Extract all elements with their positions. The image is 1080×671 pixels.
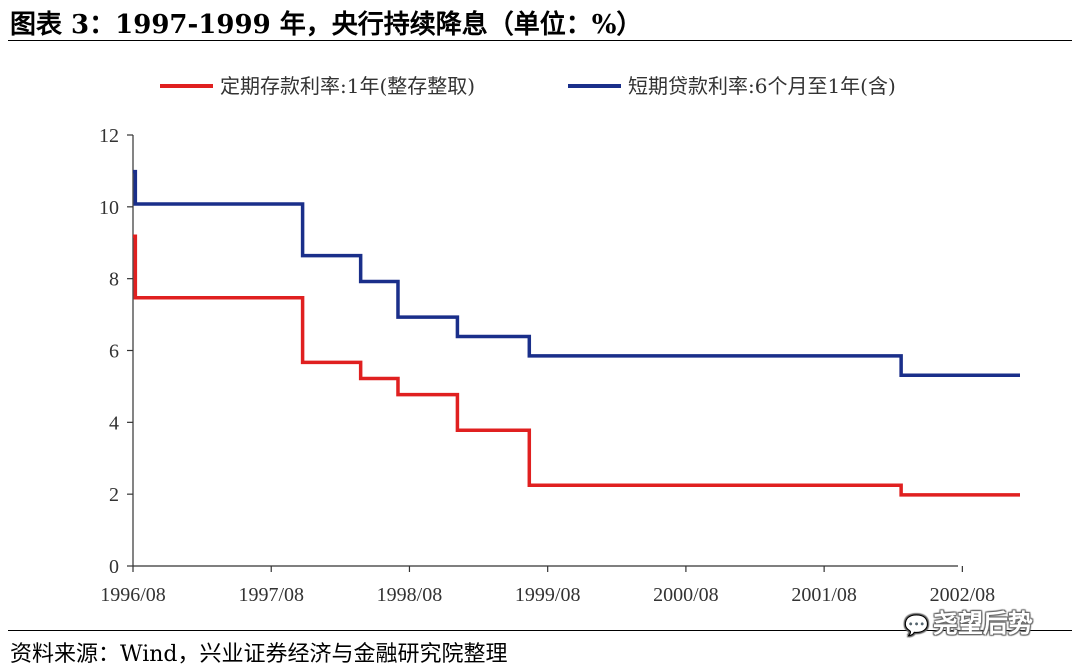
watermark: 💬 尧望后势 bbox=[904, 604, 1033, 640]
x-tick-label: 2000/08 bbox=[653, 584, 719, 606]
wechat-icon: 💬 bbox=[904, 613, 929, 637]
x-tick-label: 1998/08 bbox=[377, 584, 443, 606]
y-tick-label: 6 bbox=[109, 341, 119, 363]
y-tick-label: 4 bbox=[109, 412, 119, 434]
source-note: 资料来源：Wind，兴业证券经济与金融研究院整理 bbox=[10, 642, 508, 667]
legend-label-deposit: 定期存款利率:1年(整存整取) bbox=[220, 74, 475, 98]
x-tick-label: 1996/08 bbox=[100, 584, 166, 606]
x-tick-label: 2001/08 bbox=[791, 584, 857, 606]
x-tick-label: 1999/08 bbox=[515, 584, 581, 606]
chart-legend: 定期存款利率:1年(整存整取) 短期贷款利率:6个月至1年(含) bbox=[160, 74, 896, 98]
title-divider bbox=[8, 40, 1072, 41]
chart-axes: 0 2 4 6 8 10 12 1996/08 1997/08 1998/08 1999/08 200… bbox=[99, 125, 995, 606]
page-title: 图表 3：1997-1999 年，央行持续降息（单位：%） bbox=[10, 10, 643, 40]
y-tick-label: 2 bbox=[109, 484, 119, 506]
y-tick-label: 0 bbox=[109, 556, 119, 578]
series-line-loan-rate bbox=[133, 169, 1020, 378]
x-tick-label: 2002/08 bbox=[930, 584, 996, 606]
watermark-text: 尧望后势 bbox=[932, 609, 1033, 638]
y-tick-label: 10 bbox=[99, 197, 119, 219]
y-tick-label: 8 bbox=[109, 269, 119, 291]
x-tick-label: 1997/08 bbox=[238, 584, 304, 606]
rate-chart: 定期存款利率:1年(整存整取) 短期贷款利率:6个月至1年(含) 0 2 4 6 8 10… bbox=[99, 74, 1020, 606]
series-line-deposit-rate bbox=[133, 234, 1020, 497]
y-tick-label: 12 bbox=[99, 125, 119, 147]
chart-series bbox=[133, 169, 1020, 497]
legend-label-loan: 短期贷款利率:6个月至1年(含) bbox=[628, 74, 896, 98]
footer-divider bbox=[8, 630, 1072, 631]
